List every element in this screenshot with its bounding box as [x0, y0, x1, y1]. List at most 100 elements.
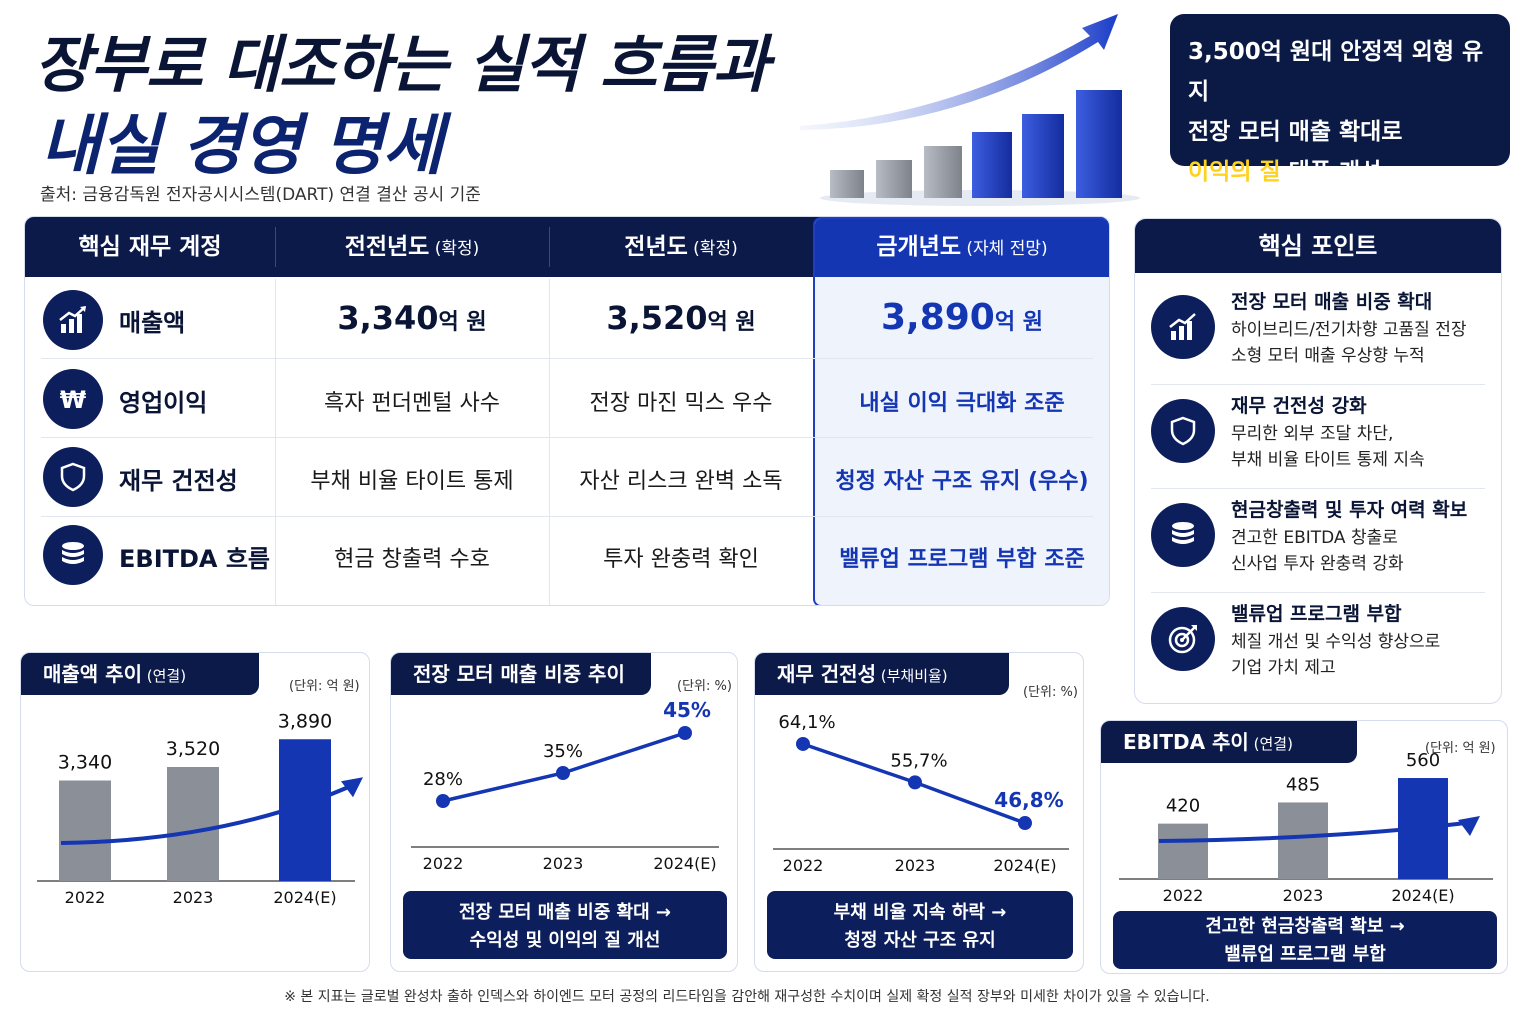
- shield-icon: [1151, 399, 1215, 463]
- key-point-item: 현금창출력 및 투자 여력 확보 견고한 EBITDA 창출로 신사업 투자 완충…: [1135, 489, 1501, 593]
- callout-line1: 3,500억 원대 안정적 외형 유지: [1188, 39, 1484, 105]
- headline-callout: 3,500억 원대 안정적 외형 유지 전장 모터 매출 확대로 이익의 질 대…: [1170, 14, 1510, 185]
- row-label-financial-soundness: 재무 건전성: [119, 467, 238, 495]
- svg-text:₩: ₩: [60, 386, 87, 414]
- debt-point-2023: [908, 775, 922, 790]
- bar-chart-icon: [1151, 295, 1215, 359]
- revenue-trend-arrowhead: [341, 777, 363, 798]
- ebitda-value-label: 420: [1166, 796, 1200, 817]
- revenue-category-label: 2024(E): [273, 888, 336, 907]
- ebitda-value-label: 485: [1286, 774, 1320, 795]
- ev-share-category-label: 2023: [543, 854, 584, 873]
- ebitda-trend-arrow: [1158, 820, 1475, 843]
- ev-share-point-2024(E): [678, 726, 692, 740]
- ev-share-line-chart: 28% 2022 35% 2023 45% 2024(E): [411, 698, 719, 873]
- key-point-item: 밸류업 프로그램 부합 체질 개선 및 수익성 향상으로 기업 가치 제고: [1135, 593, 1501, 697]
- financial-comparison-table: 핵심 재무 계정 전전년도 (확정) 전년도 (확정) 금개년도 (자체 전망)…: [24, 216, 1110, 606]
- debt-chart-title: 재무 건전성 (부채비율): [755, 653, 1009, 695]
- target-icon: [1151, 607, 1215, 671]
- debt-value-label: 55,7%: [890, 750, 947, 771]
- ev-share-value-label: 45%: [663, 698, 711, 722]
- table-row-revenue: 매출액 3,340억 원 3,520억 원 3,890억 원: [25, 281, 1109, 359]
- debt-unit: (단위: %): [1023, 685, 1078, 700]
- key-point-title: 전장 모터 매출 비중 확대: [1231, 291, 1433, 313]
- key-point-title: 재무 건전성 강화: [1231, 395, 1367, 417]
- won-icon: ₩: [43, 369, 103, 429]
- shield-icon: [43, 447, 103, 507]
- table-header-account: 핵심 재무 계정: [78, 234, 222, 260]
- key-point-item: 전장 모터 매출 비중 확대 하이브리드/전기차향 고품질 전장 소형 모터 매출…: [1135, 281, 1501, 385]
- soundness-two-years-ago: 부채 비율 타이트 통제: [310, 469, 514, 494]
- table-header-last-year: 전년도 (확정): [624, 234, 738, 260]
- revenue-last-year: 3,520억 원: [606, 299, 756, 337]
- ebitda-bar-2022: [1158, 823, 1208, 879]
- key-points-title: 핵심 포인트: [1135, 219, 1501, 273]
- key-point-title: 현금창출력 및 투자 여력 확보: [1231, 499, 1468, 521]
- ebitda-unit: (단위: 억 원): [1425, 741, 1496, 756]
- key-points-panel: 핵심 포인트 전장 모터 매출 비중 확대 하이브리드/전기차향 고품질 전장 소…: [1134, 218, 1502, 704]
- debt-ratio-trend-card: 64,1% 2022 55,7% 2023 46,8% 2024(E) 재무 건전성 (부…: [754, 652, 1084, 972]
- ebitda-value-label: 560: [1406, 750, 1440, 771]
- revenue-two-years-ago: 3,340억 원: [337, 299, 487, 337]
- key-point-item: 재무 건전성 강화 무리한 외부 조달 차단, 부채 비율 타이트 통제 지속: [1135, 385, 1501, 489]
- ebitda-chart-title: EBITDA 추이 (연결): [1101, 721, 1357, 763]
- debt-value-label: 46,8%: [994, 788, 1063, 812]
- revenue-value-label: 3,890: [278, 710, 332, 732]
- callout-line3: 이익의 질 대폭 개선: [1188, 152, 1492, 192]
- revenue-trend-card: 3,340 2022 3,520 2023 3,890 2024(E) 매출액 추이 (연…: [20, 652, 370, 972]
- revenue-value-label: 3,520: [166, 738, 220, 760]
- revenue-chart-title: 매출액 추이 (연결): [21, 653, 259, 695]
- revenue-category-label: 2023: [173, 888, 214, 907]
- key-point-desc: 견고한 EBITDA 창출로 신사업 투자 완충력 강화: [1231, 528, 1404, 574]
- ev-share-summary: 전장 모터 매출 비중 확대 → 수익성 및 이익의 질 개선: [403, 891, 727, 959]
- page-title-line1: 장부로 대조하는 실적 흐름과: [34, 28, 769, 101]
- table-row-financial-soundness: 재무 건전성 부채 비율 타이트 통제 자산 리스크 완벽 소독 청정 자산 구…: [25, 437, 1109, 515]
- debt-category-label: 2023: [895, 856, 936, 875]
- revenue-category-label: 2022: [65, 888, 106, 907]
- ebitda-bar-chart: 420 2022 485 2023 560 2024(E): [1119, 750, 1493, 905]
- revenue-bar-2022: [59, 780, 111, 881]
- ebitda-two-years-ago: 현금 창출력 수호: [334, 547, 490, 572]
- row-label-operating-profit: 영업이익: [119, 389, 208, 417]
- ebitda-this-year: 밸류업 프로그램 부합 조준: [839, 547, 1085, 572]
- ebitda-bar-2023: [1278, 802, 1328, 879]
- ebitda-last-year: 투자 완충력 확인: [603, 547, 759, 572]
- key-point-desc: 하이브리드/전기차향 고품질 전장 소형 모터 매출 우상향 누적: [1231, 320, 1467, 366]
- coins-icon: [1151, 503, 1215, 567]
- debt-category-label: 2022: [783, 856, 824, 875]
- table-header-this-year: 금개년도 (자체 전망): [876, 234, 1048, 260]
- debt-value-label: 64,1%: [778, 712, 835, 733]
- debt-category-label: 2024(E): [993, 856, 1056, 875]
- revenue-unit: (단위: 억 원): [289, 679, 360, 694]
- ev-share-point-2022: [436, 794, 450, 808]
- ev-share-category-label: 2022: [423, 854, 464, 873]
- ev-share-trend-card: 28% 2022 35% 2023 45% 2024(E) 전장 모터 매출 비중 추이 …: [390, 652, 738, 972]
- callout-line3-rest: 대폭 개선: [1280, 159, 1382, 185]
- bar-chart-icon: [43, 290, 103, 350]
- key-point-title: 밸류업 프로그램 부합: [1231, 603, 1402, 625]
- op-profit-this-year: 내실 이익 극대화 조준: [859, 391, 1065, 416]
- soundness-last-year: 자산 리스크 완벽 소독: [579, 469, 783, 494]
- op-profit-two-years-ago: 흑자 펀더멘털 사수: [324, 391, 500, 416]
- ebitda-summary: 견고한 현금창출력 확보 → 밸류업 프로그램 부합: [1113, 911, 1497, 969]
- revenue-this-year: 3,890억 원: [880, 297, 1043, 338]
- debt-ratio-line-chart: 64,1% 2022 55,7% 2023 46,8% 2024(E): [773, 712, 1069, 875]
- table-row-ebitda: EBITDA 흐름 현금 창출력 수호 투자 완충력 확인 밸류업 프로그램 부…: [25, 517, 1109, 595]
- key-point-desc: 무리한 외부 조달 차단, 부채 비율 타이트 통제 지속: [1231, 424, 1425, 470]
- current-year-column-highlight: [813, 217, 1109, 605]
- page-title-line2: 내실 경영 명세: [40, 107, 443, 184]
- debt-point-2022: [796, 736, 810, 751]
- growth-hero-graphic: [800, 14, 1140, 206]
- ev-share-category-label: 2024(E): [653, 854, 716, 873]
- row-label-ebitda: EBITDA 흐름: [119, 545, 270, 573]
- revenue-bar-2023: [167, 767, 219, 881]
- callout-line2: 전장 모터 매출 확대로: [1188, 119, 1403, 145]
- key-point-desc: 체질 개선 및 수익성 향상으로 기업 가치 제고: [1231, 632, 1441, 678]
- ebitda-category-label: 2022: [1163, 886, 1204, 905]
- ebitda-trend-arrowhead: [1458, 816, 1480, 837]
- row-label-revenue: 매출액: [119, 309, 186, 337]
- ebitda-category-label: 2023: [1283, 886, 1324, 905]
- table-row-operating-profit: ₩ 영업이익 흑자 펀더멘털 사수 전장 마진 믹스 우수 내실 이익 극대화 …: [25, 359, 1109, 437]
- soundness-this-year: 청정 자산 구조 유지 (우수): [835, 469, 1089, 494]
- debt-summary: 부채 비율 지속 하락 → 청정 자산 구조 유지: [767, 891, 1073, 959]
